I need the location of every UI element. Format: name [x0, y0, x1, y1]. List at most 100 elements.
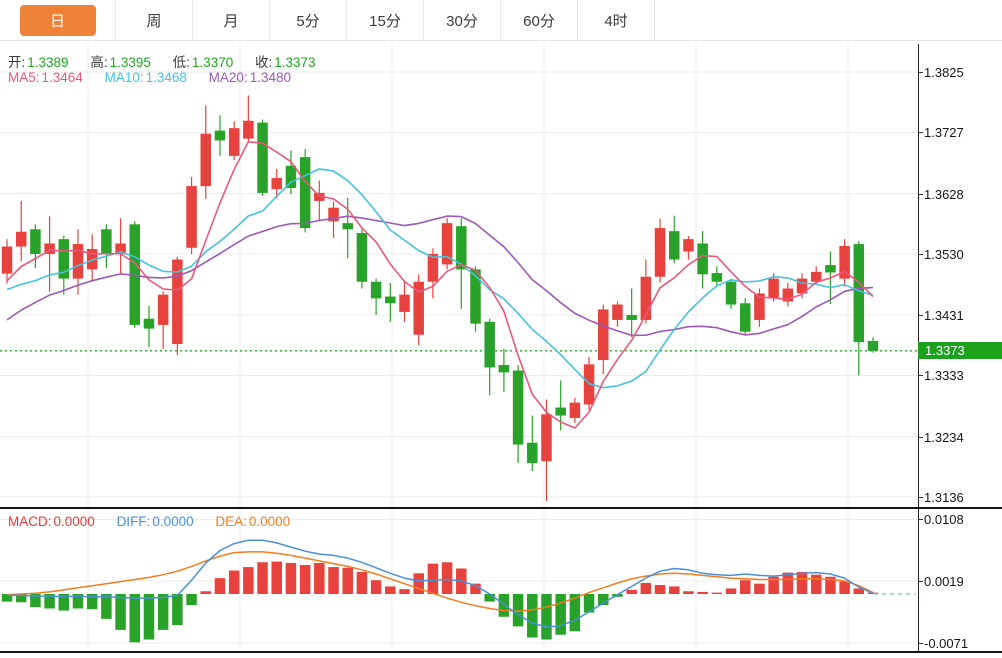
candle-body [314, 192, 325, 201]
macd-hist-bar [739, 580, 751, 594]
macd-hist-bar [214, 578, 226, 594]
candle-body [58, 239, 70, 279]
tab-日[interactable]: 日 [0, 0, 116, 40]
candle-body [257, 122, 268, 193]
macd-hist-bar [370, 580, 382, 594]
macd-chart[interactable] [0, 510, 918, 652]
macd-hist-bar [399, 589, 410, 594]
macd-hist-bar [86, 594, 98, 610]
tab-30分[interactable]: 30分 [424, 0, 501, 40]
close-value: 1.3373 [274, 55, 316, 70]
ma10-line [6, 168, 874, 389]
candle-body [214, 130, 226, 141]
high-label: 高: [90, 55, 108, 70]
price-tick-label: 1.3530 [924, 246, 964, 262]
macd-tick-label: -0.0071 [924, 635, 969, 651]
candle-body [810, 271, 822, 282]
tab-月[interactable]: 月 [193, 0, 270, 40]
macd-hist-bar [257, 562, 268, 594]
candle-body [399, 294, 410, 312]
dea-value: 0.0000 [248, 514, 291, 529]
macd-hist-bar [825, 576, 836, 594]
macd-tick-label: 0.0108 [924, 512, 964, 528]
macd-legend: MACD: 0.0000 DIFF: 0.0000 DEA: 0.0000 [8, 514, 292, 529]
candle-body [541, 414, 552, 462]
macd-hist-bar [867, 592, 879, 594]
macd-hist-bar [143, 594, 155, 640]
ma-legend: MA5: 1.3464 MA10: 1.3468 MA20: 1.3480 [8, 70, 293, 85]
macd-value: 0.0000 [53, 514, 95, 529]
candle-body [342, 223, 353, 230]
macd-hist-bar [668, 586, 680, 594]
axis-tick [918, 580, 923, 582]
candle-body [271, 178, 282, 190]
macd-hist-bar [30, 594, 41, 608]
ma5-value: 1.3464 [41, 70, 83, 85]
macd-hist-bar [711, 592, 723, 594]
macd-tick-label: 0.0019 [924, 573, 964, 589]
macd-hist-bar [115, 594, 126, 630]
macd-hist-bar [342, 567, 353, 594]
tab-60分[interactable]: 60分 [501, 0, 578, 40]
macd-hist-bar [157, 594, 169, 630]
candle-body [470, 269, 481, 324]
candle-body [413, 281, 424, 335]
macd-hist-bar [328, 567, 339, 594]
diff-value: 0.0000 [152, 514, 194, 529]
macd-hist-bar [541, 594, 552, 640]
macd-hist-bar [768, 576, 779, 594]
candle-body [683, 239, 694, 252]
macd-hist-bar [484, 594, 495, 602]
candle-body [143, 318, 155, 329]
candle-body [796, 278, 808, 294]
candle-body [484, 321, 495, 368]
tab-4时[interactable]: 4时 [578, 0, 655, 40]
macd-hist-bar [512, 594, 524, 627]
ohlc-legend: 开: 1.3389 高: 1.3395 低: 1.3370 收: 1.3373 [8, 51, 318, 71]
macd-hist-bar [44, 594, 55, 609]
candle-body [427, 253, 439, 282]
candle-body [200, 133, 212, 187]
tab-15分[interactable]: 15分 [347, 0, 424, 40]
macd-hist-bar [385, 586, 396, 594]
high-value: 1.3395 [109, 55, 151, 70]
macd-hist-bar [754, 583, 765, 594]
panel-separator [0, 507, 1002, 509]
low-label: 低: [172, 55, 190, 70]
candle-body [30, 229, 41, 254]
candle-body [512, 370, 524, 445]
macd-hist-bar [200, 591, 212, 594]
open-value: 1.3389 [27, 55, 69, 70]
diff-line [7, 539, 874, 628]
macd-hist-bar [796, 571, 808, 594]
candle-body [640, 276, 652, 320]
candlestick-chart[interactable] [0, 44, 918, 508]
candle-body [598, 309, 609, 361]
axis-tick [918, 253, 923, 255]
candle-body [725, 281, 737, 305]
macd-hist-bar [15, 594, 27, 603]
macd-hist-bar [72, 594, 84, 609]
candle-body [654, 228, 666, 277]
macd-hist-bar [555, 594, 566, 635]
axis-tick [918, 72, 923, 73]
tab-周[interactable]: 周 [116, 0, 193, 40]
ma10-value: 1.3468 [145, 70, 187, 85]
ma5-label: MA5: [8, 70, 40, 85]
macd-hist-bar [498, 594, 510, 617]
candle-body [626, 315, 637, 320]
macd-hist-bar [782, 572, 794, 594]
candle-body [44, 243, 55, 254]
candle-body [115, 243, 126, 254]
active-tab-button[interactable]: 日 [19, 4, 96, 36]
chart-bottom-border [0, 651, 1002, 653]
tab-5分[interactable]: 5分 [270, 0, 347, 40]
candle-body [356, 232, 368, 282]
candle-body [157, 294, 169, 325]
candle-body [228, 128, 240, 156]
macd-hist-bar [243, 567, 254, 594]
ma20-label: MA20: [208, 70, 248, 85]
candle-body [739, 303, 751, 332]
current-price-tag: 1.3373 [918, 342, 1002, 360]
open-label: 开: [8, 55, 26, 70]
